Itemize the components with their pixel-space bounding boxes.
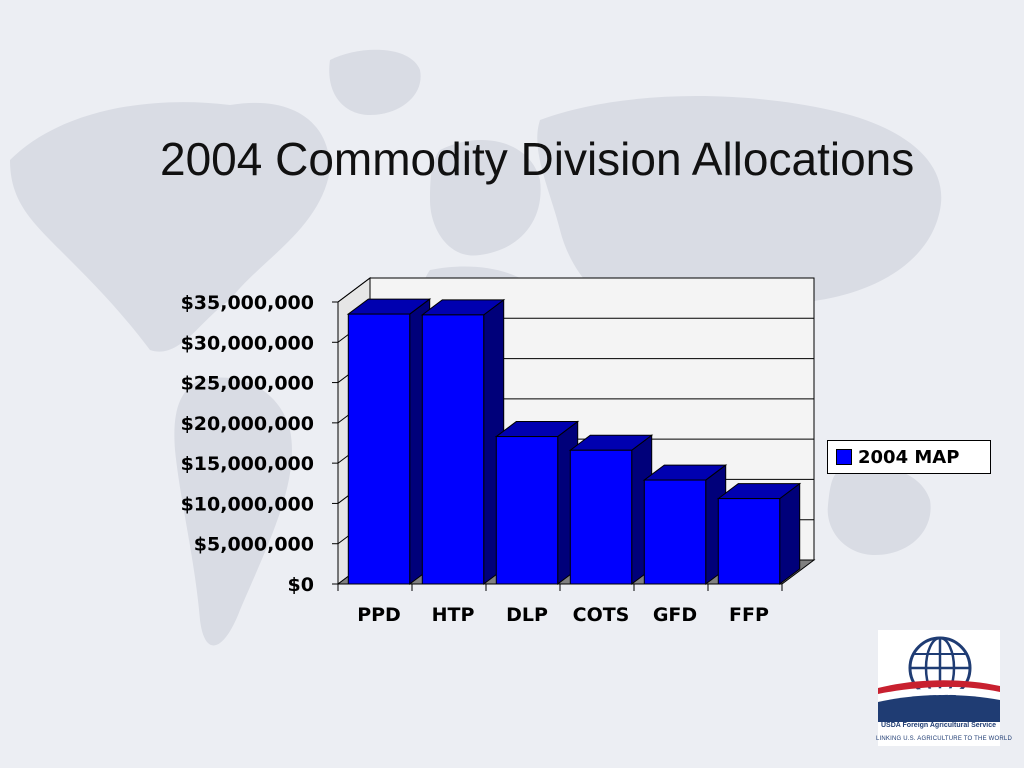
- bar-htp: [420, 298, 506, 585]
- y-tick-label: $10,000,000: [181, 493, 314, 515]
- usda-fas-logo: USDA Foreign Agricultural Service LINKIN…: [876, 630, 1012, 746]
- bar-cots: [568, 434, 654, 585]
- bar-gfd: [642, 464, 728, 585]
- bar-front: [421, 314, 485, 585]
- x-tick-label: COTS: [573, 604, 630, 626]
- bar-front: [495, 436, 559, 585]
- bar-dlp: [494, 420, 580, 585]
- x-tick-label: DLP: [506, 604, 548, 626]
- legend-swatch: [836, 449, 852, 465]
- logo-agency-name: USDA Foreign Agricultural Service: [881, 722, 997, 729]
- x-tick-label: GFD: [653, 604, 697, 626]
- page-title: 2004 Commodity Division Allocations: [160, 133, 915, 185]
- bar-front: [569, 449, 633, 585]
- y-tick-label: $20,000,000: [181, 413, 314, 435]
- globe-logo-icon: [878, 636, 1000, 722]
- y-tick-label: $25,000,000: [181, 373, 314, 395]
- bar-side: [779, 482, 801, 585]
- legend-label: 2004 MAP: [858, 446, 960, 468]
- y-tick-label: $5,000,000: [194, 534, 314, 556]
- y-tick-label: $35,000,000: [181, 292, 314, 314]
- chart-legend: 2004 MAP: [827, 440, 991, 474]
- x-tick-label: FFP: [729, 604, 769, 626]
- y-tick-label: $15,000,000: [181, 453, 314, 475]
- x-tick-label: PPD: [357, 604, 401, 626]
- bar-ppd: [346, 298, 432, 585]
- y-tick-label: $30,000,000: [181, 332, 314, 354]
- bar-front: [717, 498, 781, 585]
- y-tick-label: $0: [288, 574, 314, 596]
- x-tick-label: HTP: [432, 604, 475, 626]
- gridline-side: [337, 277, 371, 303]
- y-axis-tick-labels: $0 $5,000,000 $10,000,000 $15,000,000 $20,00…: [181, 292, 314, 596]
- logo-tagline: LINKING U.S. AGRICULTURE TO THE WORLD: [876, 736, 1012, 742]
- x-axis-category-labels: PPD HTP DLP COTS GFD FFP: [337, 584, 783, 626]
- bar-ffp: [716, 482, 802, 585]
- bar-front: [643, 479, 707, 585]
- chart-bars: [346, 298, 802, 585]
- bar-front: [347, 313, 411, 585]
